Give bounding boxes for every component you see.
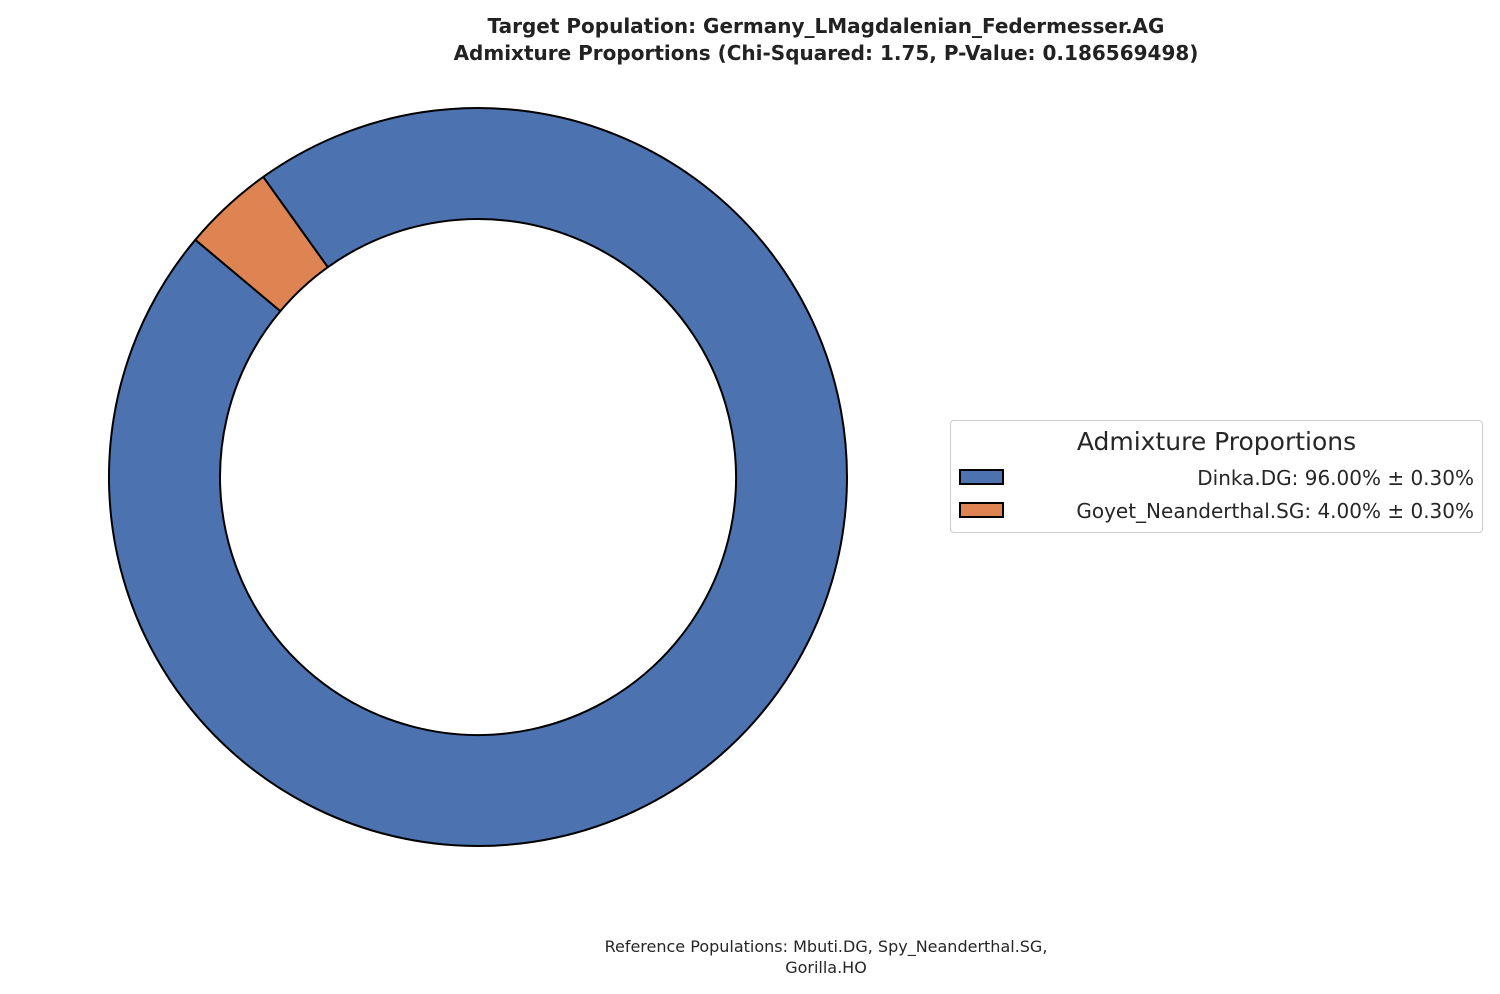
chart-title-line-1: Target Population: Germany_LMagdalenian_…: [487, 14, 1165, 38]
legend-label-goyet-neanderthal: Goyet_Neanderthal.SG: 4.00% ± 0.30%: [1076, 499, 1474, 523]
legend-swatch-dinka: [959, 469, 1004, 485]
reference-populations-footnote-line-1: Reference Populations: Mbuti.DG, Spy_Nea…: [604, 937, 1048, 956]
donut-slice-goyet-neanderthal-sg: [194, 175, 329, 313]
donut-slice-dinka-dg: [107, 107, 848, 847]
reference-populations-footnote-line-2: Gorilla.HO: [785, 958, 867, 977]
donut-slices: [107, 107, 848, 847]
legend-label-dinka: Dinka.DG: 96.00% ± 0.30%: [1197, 466, 1474, 490]
chart-title-line-2: Admixture Proportions (Chi-Squared: 1.75…: [453, 41, 1199, 65]
legend-entry-goyet-neanderthal: Goyet_Neanderthal.SG: 4.00% ± 0.30%: [959, 498, 1474, 526]
legend-entry-dinka: Dinka.DG: 96.00% ± 0.30%: [959, 465, 1474, 493]
legend-swatch-goyet-neanderthal: [959, 502, 1004, 518]
legend: Admixture Proportions Dinka.DG: 96.00% ±…: [950, 420, 1483, 533]
legend-title: Admixture Proportions: [1076, 427, 1357, 456]
